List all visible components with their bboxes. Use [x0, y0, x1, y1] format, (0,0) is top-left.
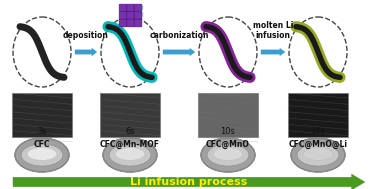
Text: CFC: CFC [34, 140, 50, 149]
Ellipse shape [109, 144, 151, 166]
Ellipse shape [27, 148, 57, 160]
Text: 6s: 6s [125, 127, 135, 136]
Ellipse shape [291, 138, 345, 172]
Ellipse shape [115, 148, 145, 160]
Text: deposition: deposition [63, 31, 109, 40]
FancyBboxPatch shape [134, 12, 142, 19]
Text: CFC@MnO: CFC@MnO [206, 140, 250, 149]
FancyBboxPatch shape [127, 4, 134, 12]
FancyBboxPatch shape [127, 12, 134, 19]
Bar [100, 93, 160, 137]
Ellipse shape [21, 144, 63, 166]
Text: Li infusion process: Li infusion process [130, 177, 248, 187]
Text: 3s: 3s [37, 127, 47, 136]
FancyBboxPatch shape [127, 19, 134, 27]
Text: 14s: 14s [311, 127, 325, 136]
FancyBboxPatch shape [134, 4, 142, 12]
Ellipse shape [103, 138, 157, 172]
Ellipse shape [303, 148, 333, 160]
Text: carbonization: carbonization [149, 31, 209, 40]
Text: 10s: 10s [220, 127, 235, 136]
FancyBboxPatch shape [134, 19, 142, 27]
FancyBboxPatch shape [119, 4, 127, 12]
FancyBboxPatch shape [119, 19, 127, 27]
FancyBboxPatch shape [119, 12, 127, 19]
Ellipse shape [297, 144, 339, 166]
Bar [288, 93, 348, 137]
Ellipse shape [213, 148, 243, 160]
Ellipse shape [201, 138, 255, 172]
Text: CFC@Mn-MOF: CFC@Mn-MOF [100, 140, 160, 149]
Ellipse shape [15, 138, 69, 172]
Text: molten Li
infusion: molten Li infusion [253, 21, 293, 40]
Text: CFC@MnO@Li: CFC@MnO@Li [288, 140, 347, 149]
Bar [198, 93, 258, 137]
Bar [12, 93, 72, 137]
Ellipse shape [207, 144, 249, 166]
